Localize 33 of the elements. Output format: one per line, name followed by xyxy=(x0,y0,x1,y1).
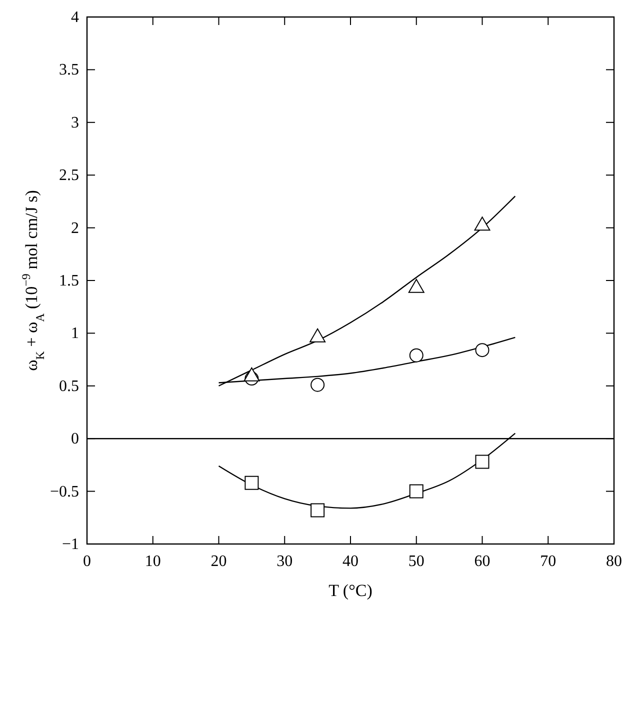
point xyxy=(310,378,325,392)
point xyxy=(310,503,325,518)
line-series xyxy=(218,196,516,386)
point xyxy=(244,476,259,490)
y-tick-label: 3.5 xyxy=(59,62,79,79)
x-tick-label: 20 xyxy=(210,553,227,570)
x-tick-label: 40 xyxy=(342,553,358,570)
x-tick-label: 70 xyxy=(540,553,556,570)
point xyxy=(244,367,260,382)
point xyxy=(408,278,424,293)
y-tick-label: −1 xyxy=(62,536,79,553)
point xyxy=(409,348,424,362)
y-tick-label: 1.5 xyxy=(59,272,79,290)
x-tick-label: 0 xyxy=(83,553,91,570)
y-tick-label: 2.5 xyxy=(59,167,79,184)
y-tick-label: 1 xyxy=(71,325,79,342)
y-tick-label: 0.5 xyxy=(59,378,79,395)
x-axis-title: T (°C) xyxy=(328,581,372,600)
point xyxy=(474,216,490,231)
y-tick-label: 0 xyxy=(71,430,79,448)
x-tick-label: 60 xyxy=(474,553,490,570)
point xyxy=(409,484,424,498)
x-tick-label: 80 xyxy=(606,553,622,570)
y-tick-label: −0.5 xyxy=(50,483,79,500)
point xyxy=(475,454,490,469)
point xyxy=(310,328,326,342)
x-tick-label: 30 xyxy=(276,553,293,570)
y-tick-label: 4 xyxy=(71,9,79,26)
y-tick-label: 2 xyxy=(71,220,79,237)
x-tick-label: 10 xyxy=(144,553,161,570)
y-tick-label: 3 xyxy=(71,114,79,132)
point xyxy=(475,343,490,358)
x-tick-label: 50 xyxy=(408,553,424,570)
